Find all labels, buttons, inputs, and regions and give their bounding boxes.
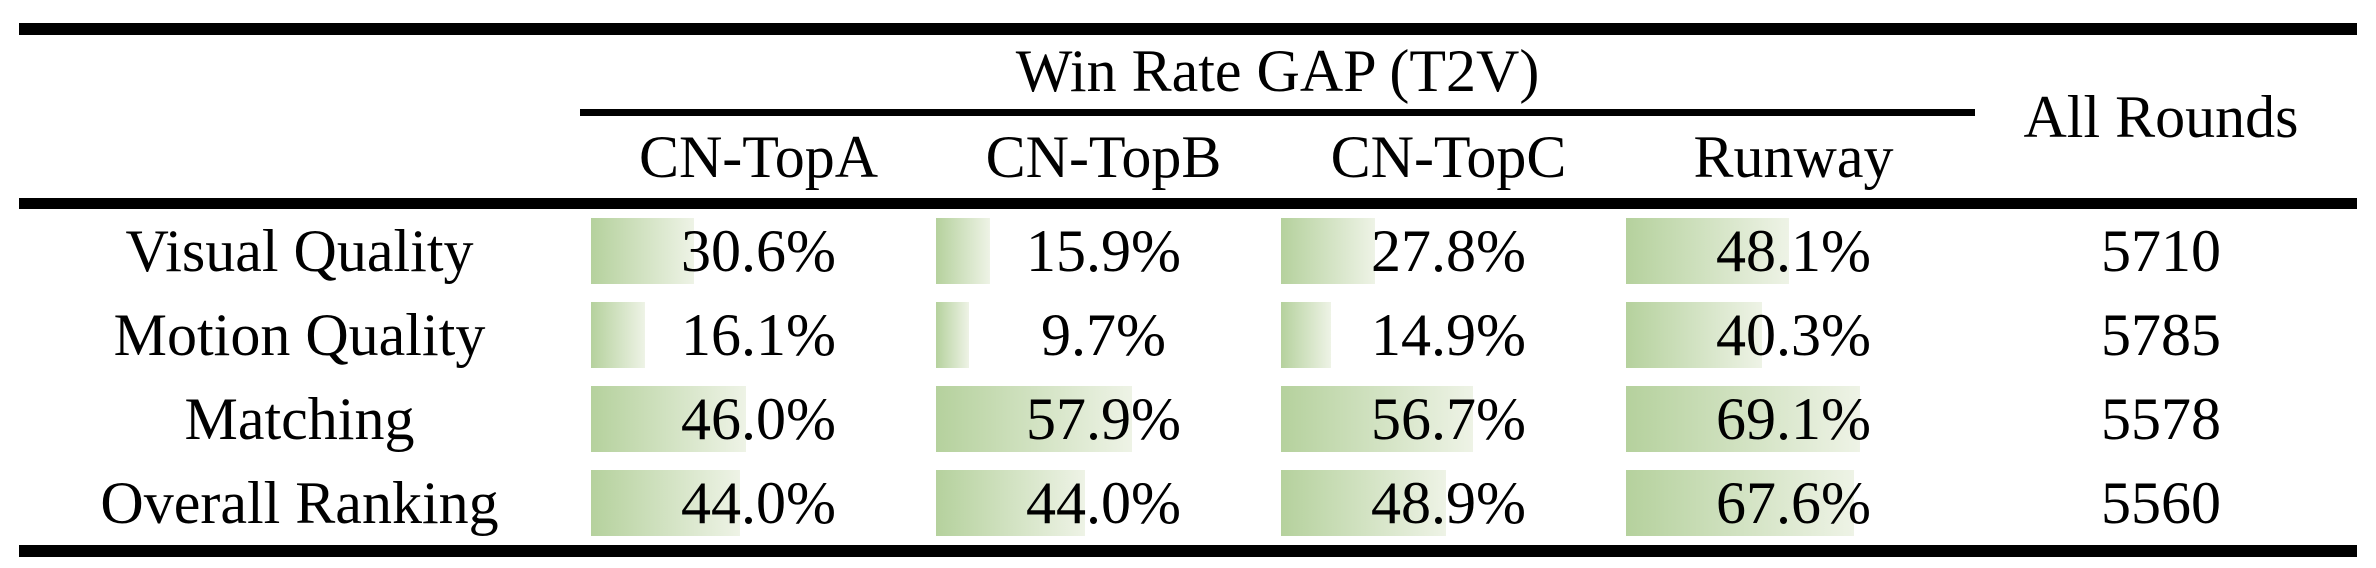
data-bar bbox=[936, 470, 1085, 536]
data-bar bbox=[1281, 386, 1473, 452]
table-cell: 14.9% bbox=[1276, 293, 1621, 377]
table-cell: 57.9% bbox=[931, 377, 1276, 461]
header-rule bbox=[19, 198, 2357, 209]
all-rounds-value: 5578 bbox=[2101, 386, 2221, 452]
table-cell: 69.1% bbox=[1621, 377, 1966, 461]
cell-value: 48.9% bbox=[1371, 470, 1526, 536]
row-label: Matching bbox=[184, 386, 415, 452]
column-header-runway: Runway bbox=[1693, 124, 1894, 190]
data-bar bbox=[1281, 302, 1332, 368]
data-bar bbox=[1626, 218, 1789, 284]
data-bar bbox=[591, 218, 695, 284]
data-bar bbox=[936, 302, 969, 368]
group-header: Win Rate GAP (T2V) bbox=[1015, 38, 1540, 104]
table-cell: 48.9% bbox=[1276, 461, 1621, 545]
row-label: Motion Quality bbox=[113, 302, 486, 368]
all-rounds-value: 5785 bbox=[2101, 302, 2221, 368]
cell-value: 56.7% bbox=[1371, 386, 1526, 452]
table-cell: 46.0% bbox=[586, 377, 931, 461]
bottom-rule bbox=[19, 545, 2357, 557]
column-header-all-rounds: All Rounds bbox=[2023, 83, 2299, 150]
data-bar bbox=[1626, 470, 1855, 536]
column-header-cn-topb: CN-TopB bbox=[985, 124, 1222, 190]
cell-value: 57.9% bbox=[1026, 386, 1181, 452]
all-rounds-value: 5710 bbox=[2101, 218, 2221, 284]
group-header-underline bbox=[580, 109, 1975, 116]
data-bar bbox=[936, 386, 1132, 452]
row-label: Overall Ranking bbox=[100, 470, 499, 536]
table-cell: 16.1% bbox=[586, 293, 931, 377]
data-bar bbox=[1281, 470, 1447, 536]
table-cell: 48.1% bbox=[1621, 209, 1966, 293]
data-bar bbox=[591, 470, 740, 536]
data-bar bbox=[936, 218, 990, 284]
cell-value: 44.0% bbox=[681, 470, 836, 536]
cell-value: 48.1% bbox=[1716, 218, 1871, 284]
row-label: Visual Quality bbox=[125, 218, 474, 284]
cell-value: 27.8% bbox=[1371, 218, 1526, 284]
all-rounds-value: 5560 bbox=[2101, 470, 2221, 536]
data-bar bbox=[591, 302, 646, 368]
data-bar bbox=[1626, 386, 1860, 452]
cell-value: 14.9% bbox=[1371, 302, 1526, 368]
cell-value: 30.6% bbox=[681, 218, 836, 284]
cell-value: 44.0% bbox=[1026, 470, 1181, 536]
cell-value: 9.7% bbox=[1041, 302, 1166, 368]
cell-value: 40.3% bbox=[1716, 302, 1871, 368]
table-cell: 27.8% bbox=[1276, 209, 1621, 293]
cell-value: 16.1% bbox=[681, 302, 836, 368]
data-bar bbox=[591, 386, 747, 452]
cell-value: 15.9% bbox=[1026, 218, 1181, 284]
column-header-cn-topa: CN-TopA bbox=[638, 124, 879, 190]
data-bar bbox=[1626, 302, 1763, 368]
cell-value: 46.0% bbox=[681, 386, 836, 452]
table-cell: 56.7% bbox=[1276, 377, 1621, 461]
cell-value: 67.6% bbox=[1716, 470, 1871, 536]
cell-value: 69.1% bbox=[1716, 386, 1871, 452]
table-cell: 9.7% bbox=[931, 293, 1276, 377]
top-rule bbox=[19, 23, 2357, 35]
table-cell: 44.0% bbox=[586, 461, 931, 545]
table-cell: 30.6% bbox=[586, 209, 931, 293]
table-cell: 44.0% bbox=[931, 461, 1276, 545]
table-cell: 67.6% bbox=[1621, 461, 1966, 545]
table-cell: 15.9% bbox=[931, 209, 1276, 293]
column-header-cn-topc: CN-TopC bbox=[1330, 124, 1567, 190]
data-bar bbox=[1281, 218, 1375, 284]
table-cell: 40.3% bbox=[1621, 293, 1966, 377]
